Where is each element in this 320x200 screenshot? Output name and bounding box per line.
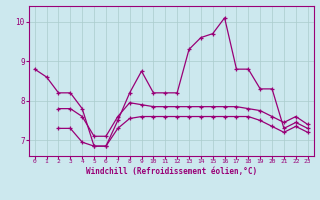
X-axis label: Windchill (Refroidissement éolien,°C): Windchill (Refroidissement éolien,°C) [86, 167, 257, 176]
